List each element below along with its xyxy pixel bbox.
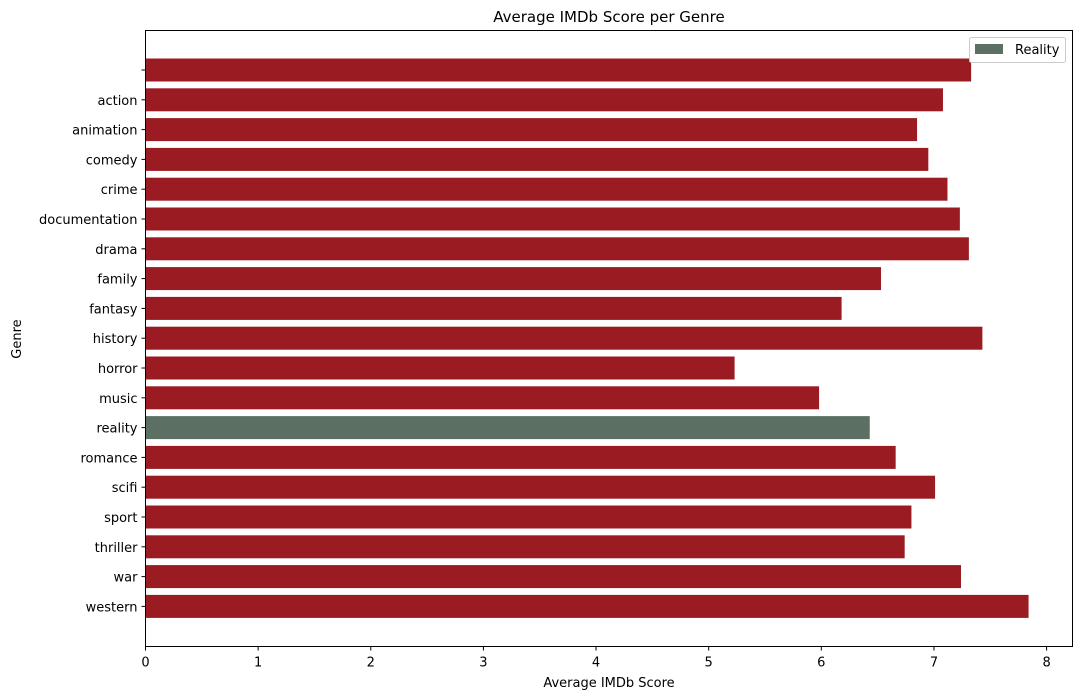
legend-label-reality: Reality [1015,43,1060,58]
bar-drama [145,237,969,261]
y-tick-label-documentation: documentation [39,213,137,228]
bar-horror [145,356,735,380]
y-tick-label-comedy: comedy [86,153,138,168]
bar-action [145,88,943,112]
x-tick-label: 1 [254,656,262,671]
x-tick-label: 7 [930,656,938,671]
y-tick-label-animation: animation [72,124,137,139]
y-axis-label: Genre [10,319,25,358]
y-tick-label-scifi: scifi [112,481,138,496]
y-tick-label-romance: romance [80,451,137,466]
bar-documentation [145,207,960,231]
bar-scifi [145,475,936,499]
x-tick-label: 6 [817,656,825,671]
bar-history [145,326,983,350]
y-tick-label-fantasy: fantasy [89,302,138,317]
y-tick-label-family: family [97,273,137,288]
x-tick-label: 4 [592,656,600,671]
plot-frame [145,30,1073,647]
y-tick-label-thriller: thriller [95,541,139,556]
x-axis-label: Average IMDb Score [543,676,674,691]
y-tick-label-sport: sport [104,511,137,526]
bars-group [145,58,1029,618]
y-tick-label-music: music [99,392,137,407]
y-tick-label-reality: reality [96,422,137,437]
x-tick-label: 0 [141,656,149,671]
bar-comedy [145,147,929,171]
legend: Reality [969,37,1066,63]
bar-blank [145,58,972,82]
bar-crime [145,177,948,201]
x-ticks-group: 0 1 2 3 4 5 6 7 8 [141,646,1051,671]
x-tick-label: 2 [367,656,375,671]
x-tick-label: 3 [479,656,487,671]
bar-reality [145,416,870,440]
y-tick-label-action: action [97,94,137,109]
bar-animation [145,118,918,142]
chart-title: Average IMDb Score per Genre [493,8,724,26]
y-tick-label-horror: horror [98,362,138,377]
y-ticks-group: action animation comedy crime documentation d… [39,69,146,615]
bar-thriller [145,535,905,559]
y-tick-label-western: western [86,600,138,615]
y-tick-label-drama: drama [95,243,137,258]
y-tick-label-history: history [93,332,138,347]
bar-fantasy [145,296,842,320]
bar-war [145,565,961,589]
y-tick-label-war: war [114,571,139,586]
bar-music [145,386,820,410]
bar-western [145,594,1029,618]
bar-romance [145,445,896,469]
bar-sport [145,505,912,529]
x-tick-label: 8 [1042,656,1050,671]
y-tick-label-crime: crime [101,183,138,198]
legend-box [969,37,1066,63]
bar-family [145,267,882,291]
legend-swatch [975,44,1003,54]
x-tick-label: 5 [705,656,713,671]
